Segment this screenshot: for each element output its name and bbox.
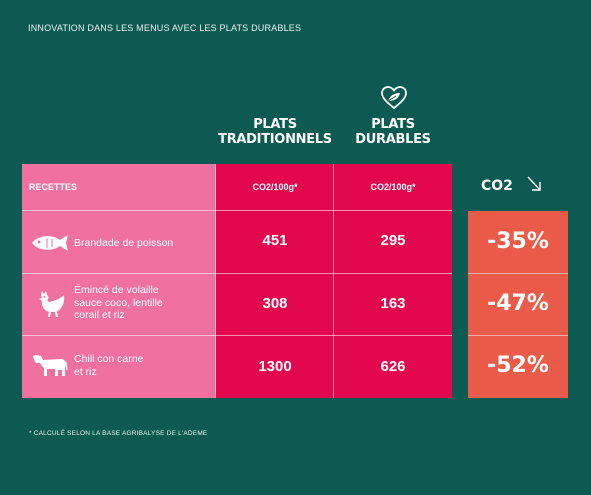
recipe-name: Émincé de volaille sauce coco, lentille … xyxy=(74,284,163,322)
divider xyxy=(468,335,568,336)
divider xyxy=(215,164,216,398)
divider xyxy=(22,335,452,336)
reduction-value: -47% xyxy=(487,291,549,316)
column-header-durables: PLATS DURABLES xyxy=(334,117,452,147)
unit-header-durables: CO2/100g* xyxy=(370,182,416,192)
column-header-line: DURABLES xyxy=(355,132,431,147)
divider xyxy=(333,164,334,398)
co2-table: RECETTES CO2/100g* CO2/100g* Brandade de… xyxy=(22,164,452,398)
column-header-traditionnels: PLATS TRADITIONNELS xyxy=(216,117,334,147)
value-durable: 626 xyxy=(380,358,406,375)
co2-header: CO2 xyxy=(481,178,513,194)
divider xyxy=(22,210,452,211)
chicken-icon xyxy=(39,291,65,318)
divider xyxy=(22,273,452,274)
footnote: * CALCULÉ SELON LA BASE AGRIBALYSE DE L'… xyxy=(29,430,208,437)
recipe-name-line: sauce coco, lentille xyxy=(74,296,163,309)
reduction-column: -35% -47% -52% xyxy=(468,211,568,398)
value-durable: 163 xyxy=(380,295,406,312)
recipes-column-bg xyxy=(22,164,216,398)
value-durable: 295 xyxy=(380,232,406,249)
recipe-name-line: Brandade de poisson xyxy=(74,237,174,249)
recipe-name-line: Émincé de volaille xyxy=(74,284,159,296)
recipe-name-line: et riz xyxy=(74,365,97,378)
fish-icon xyxy=(32,235,68,251)
column-header-line: TRADITIONNELS xyxy=(218,132,332,147)
page-title: INNOVATION DANS LES MENUS AVEC LES PLATS… xyxy=(28,23,302,33)
column-header-line: PLATS xyxy=(371,117,415,132)
value-traditionnel: 1300 xyxy=(258,358,292,375)
reduction-value: -52% xyxy=(487,353,549,378)
heart-leaf-icon xyxy=(381,86,407,110)
cow-icon xyxy=(33,355,68,376)
value-traditionnel: 308 xyxy=(262,295,288,312)
column-header-line: PLATS xyxy=(253,117,297,132)
unit-header-traditionnels: CO2/100g* xyxy=(252,182,298,192)
recipe-name-line: corail et riz xyxy=(74,309,125,321)
values-columns-bg xyxy=(216,164,452,398)
recipe-name: Brandade de poisson xyxy=(74,237,173,250)
recipe-name-line: Chili con carne xyxy=(74,353,144,365)
recettes-header: RECETTES xyxy=(29,182,78,192)
arrow-down-right-icon xyxy=(527,176,541,191)
recipe-name: Chili con carne et riz xyxy=(74,353,143,378)
reduction-value: -35% xyxy=(487,229,549,254)
value-traditionnel: 451 xyxy=(262,232,288,249)
divider xyxy=(468,273,568,274)
